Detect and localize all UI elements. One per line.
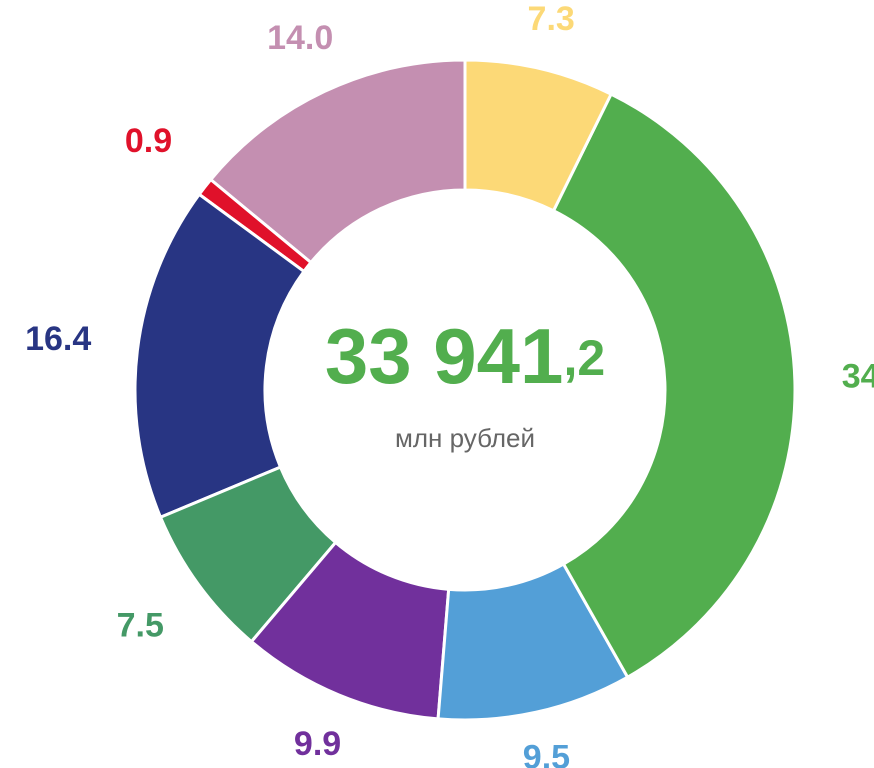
value-label: 9.9 [294,725,341,763]
center-value: 33 941,2 [325,312,605,400]
value-label: 0.9 [125,122,172,160]
slice [463,58,614,213]
center-fraction: ,2 [563,330,605,386]
slice [158,465,338,644]
value-label: 14.0 [267,19,333,57]
value-label: 34.5 [842,357,874,395]
value-label: 9.5 [523,739,570,768]
value-label: 7.5 [117,606,164,644]
value-label: 7.3 [528,0,575,38]
slice [249,540,451,721]
slice [436,561,630,722]
center-integer: 33 941 [325,312,564,400]
slice [133,192,307,520]
slice [551,92,797,680]
value-label: 16.4 [25,320,91,358]
center-sublabel: млн рублей [395,423,535,453]
slice [208,58,467,265]
